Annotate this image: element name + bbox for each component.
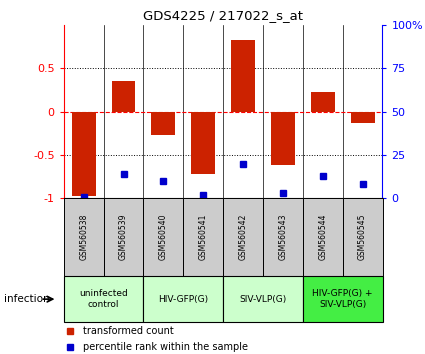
Bar xyxy=(223,276,303,322)
Bar xyxy=(191,112,215,174)
Bar xyxy=(343,198,382,276)
Bar xyxy=(64,198,104,276)
Text: transformed count: transformed count xyxy=(83,326,174,336)
Text: HIV-GFP(G): HIV-GFP(G) xyxy=(158,295,208,304)
Text: GSM560543: GSM560543 xyxy=(278,214,287,261)
Bar xyxy=(143,276,223,322)
Bar xyxy=(104,198,143,276)
Text: percentile rank within the sample: percentile rank within the sample xyxy=(83,342,248,352)
Text: GSM560544: GSM560544 xyxy=(318,214,327,261)
Bar xyxy=(303,198,343,276)
Text: GSM560540: GSM560540 xyxy=(159,214,168,261)
Text: GSM560542: GSM560542 xyxy=(238,214,247,261)
Bar xyxy=(72,112,96,196)
Bar xyxy=(64,276,143,322)
Bar xyxy=(231,40,255,112)
Bar xyxy=(311,92,335,112)
Bar xyxy=(143,198,183,276)
Text: infection: infection xyxy=(4,294,50,304)
Bar xyxy=(183,198,223,276)
Bar xyxy=(271,112,295,165)
Bar xyxy=(151,112,175,135)
Text: GSM560545: GSM560545 xyxy=(358,214,367,261)
Text: uninfected
control: uninfected control xyxy=(79,290,128,309)
Bar xyxy=(223,198,263,276)
Text: SIV-VLP(G): SIV-VLP(G) xyxy=(239,295,286,304)
Bar xyxy=(263,198,303,276)
Bar xyxy=(111,81,136,112)
Bar xyxy=(351,112,374,123)
Text: GSM560538: GSM560538 xyxy=(79,214,88,261)
Text: GSM560541: GSM560541 xyxy=(199,214,208,261)
Text: GSM560539: GSM560539 xyxy=(119,214,128,261)
Title: GDS4225 / 217022_s_at: GDS4225 / 217022_s_at xyxy=(143,9,303,22)
Text: HIV-GFP(G) +
SIV-VLP(G): HIV-GFP(G) + SIV-VLP(G) xyxy=(312,290,373,309)
Bar xyxy=(303,276,382,322)
